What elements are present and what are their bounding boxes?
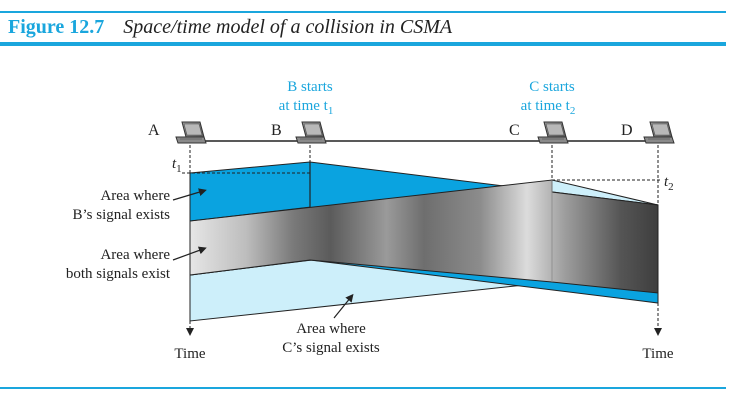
t2-sub: 2 <box>668 181 674 193</box>
station-a-laptop-icon <box>175 121 207 144</box>
station-d-laptop-icon <box>643 121 675 144</box>
figure-title: Space/time model of a collision in CSMA <box>123 16 453 38</box>
t1-base: t <box>172 156 177 172</box>
station-a-label: A <box>148 122 160 139</box>
c-area-arrow <box>333 293 354 319</box>
c-area-line1: Area where <box>296 321 366 337</box>
t2-label: t2 <box>664 174 674 193</box>
c-starts-time-text: at time t <box>521 98 571 114</box>
b-starts-line1: B starts <box>287 79 333 95</box>
time-label-left: Time <box>174 346 205 362</box>
station-d-label: D <box>621 122 633 139</box>
top-rule <box>0 11 726 13</box>
time-label-right: Time <box>642 346 673 362</box>
station-b-laptop-icon <box>295 121 327 144</box>
b-front-edge <box>189 206 311 222</box>
b-area-line2: B’s signal exists <box>72 207 170 223</box>
both-area-line1: Area where <box>100 247 170 263</box>
b-area-line1: Area where <box>100 188 170 204</box>
figure-caption: Figure 12.7 Space/time model of a collis… <box>8 16 452 39</box>
both-area-arrow <box>172 246 207 261</box>
c-starts-line2: at time t2 <box>521 98 576 117</box>
c-area-line2: C’s signal exists <box>282 340 380 356</box>
both-area-line2: both signals exist <box>66 266 171 282</box>
figure-number: Figure 12.7 <box>8 16 105 38</box>
station-b-label: B <box>271 122 282 139</box>
c-starts-line1: C starts <box>529 79 575 95</box>
station-c-laptop-icon <box>537 121 569 144</box>
bottom-rule <box>0 387 726 389</box>
t1-sub: 1 <box>176 163 182 175</box>
b-starts-time-text: at time t <box>279 98 329 114</box>
b-starts-time-sub: 1 <box>328 105 334 117</box>
station-c-label: C <box>509 122 520 139</box>
b-area-arrow <box>172 188 207 201</box>
t2-base: t <box>664 174 669 190</box>
b-starts-line2: at time t1 <box>279 98 334 117</box>
t1-label: t1 <box>172 156 182 175</box>
caption-rule <box>0 42 726 46</box>
c-starts-time-sub: 2 <box>570 105 576 117</box>
